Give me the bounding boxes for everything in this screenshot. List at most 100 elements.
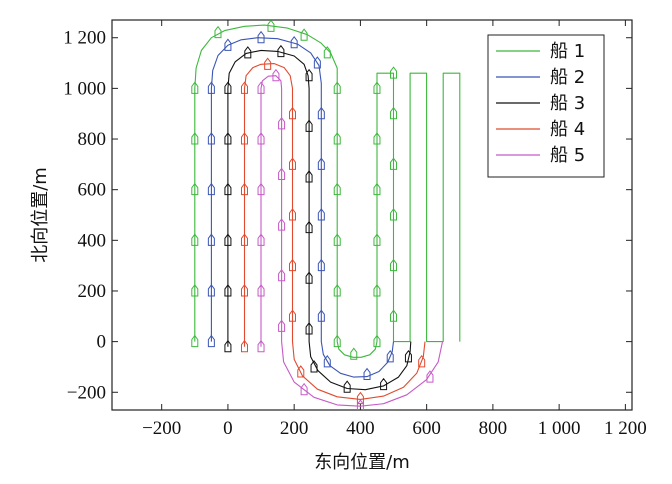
ship-marker-4 (240, 81, 248, 94)
ship-marker-3 (305, 170, 313, 183)
ship-marker-3 (343, 380, 351, 393)
x-tick-label: 1 000 (538, 418, 581, 439)
y-tick-label: 1 000 (63, 78, 106, 99)
ship-marker-3 (305, 68, 313, 82)
ship-marker-2 (207, 284, 215, 297)
y-tick-label: 0 (97, 332, 107, 353)
series-line-ship-4 (243, 63, 426, 400)
y-axis-label: 北向位置/m (30, 167, 51, 263)
x-tick-label: 1 200 (604, 418, 647, 439)
legend-label-ship-4: 船 4 (550, 119, 585, 140)
ship-marker-1 (373, 334, 381, 348)
ship-marker-3 (380, 377, 388, 391)
ship-marker-1 (373, 132, 381, 145)
ship-marker-2 (313, 56, 321, 69)
ship-marker-1 (333, 233, 341, 246)
ship-marker-4 (240, 284, 248, 297)
ship-marker-4 (240, 339, 248, 353)
x-axis-label: 东向位置/m (314, 452, 410, 473)
ship-marker-3 (305, 220, 313, 234)
ship-marker-3 (310, 360, 318, 373)
ship-marker-2 (386, 349, 394, 363)
ship-marker-1 (390, 258, 398, 272)
legend-label-ship-5: 船 5 (550, 145, 585, 166)
legend-label-ship-3: 船 3 (550, 93, 585, 114)
ship-marker-5 (257, 81, 265, 94)
ship-marker-5 (278, 218, 286, 231)
ship-marker-3 (224, 233, 232, 246)
y-tick-label: 1 200 (63, 28, 106, 49)
ship-marker-5 (257, 284, 265, 297)
ship-marker-2 (207, 334, 215, 348)
x-tick-label: −200 (142, 418, 181, 439)
ship-marker-3 (305, 322, 313, 335)
ship-marker-2 (317, 106, 325, 120)
ship-marker-1 (350, 347, 358, 360)
ship-marker-4 (240, 233, 248, 246)
series-line-ship-2 (210, 37, 395, 378)
ship-marker-1 (191, 284, 199, 297)
ship-marker-1 (390, 106, 398, 120)
ship-marker-2 (207, 81, 215, 94)
ship-marker-5 (426, 370, 434, 383)
ship-marker-1 (191, 233, 199, 246)
ship-marker-2 (317, 208, 325, 221)
y-tick-label: 800 (78, 129, 107, 150)
ship-marker-2 (317, 309, 325, 322)
ship-marker-1 (333, 334, 341, 348)
ship-marker-1 (214, 25, 222, 39)
legend-label-ship-2: 船 2 (550, 67, 585, 88)
ship-marker-2 (363, 367, 371, 381)
ship-marker-5 (257, 182, 265, 196)
ship-marker-2 (317, 157, 325, 170)
ship-marker-1 (333, 182, 341, 196)
ship-marker-4 (297, 365, 305, 378)
ship-marker-5 (278, 319, 286, 332)
ship-marker-5 (278, 167, 286, 180)
ship-marker-4 (418, 355, 426, 368)
series-group (191, 20, 461, 410)
ship-marker-4 (289, 208, 297, 221)
y-tick-label: 200 (78, 281, 107, 302)
ship-marker-1 (390, 208, 398, 221)
ship-marker-5 (257, 132, 265, 145)
ship-marker-4 (240, 182, 248, 196)
ship-marker-3 (224, 182, 232, 196)
ship-marker-3 (305, 119, 313, 132)
ship-marker-4 (264, 57, 272, 70)
ship-marker-1 (333, 284, 341, 297)
ship-marker-2 (317, 258, 325, 272)
ship-marker-1 (191, 81, 199, 94)
ship-marker-5 (272, 68, 280, 82)
ship-marker-3 (244, 46, 252, 59)
ship-marker-4 (289, 106, 297, 120)
ship-marker-1 (390, 157, 398, 170)
ship-marker-3 (305, 271, 313, 284)
series-line-ship-1 (194, 24, 461, 358)
ship-marker-3 (404, 349, 412, 363)
x-tick-label: 400 (346, 418, 375, 439)
x-tick-label: 800 (479, 418, 508, 439)
x-tick-label: 0 (223, 418, 233, 439)
ship-marker-5 (278, 268, 286, 282)
ship-marker-2 (207, 132, 215, 145)
ship-marker-5 (278, 116, 286, 130)
ship-marker-4 (356, 391, 364, 405)
ship-marker-1 (373, 81, 381, 94)
ship-marker-2 (207, 182, 215, 196)
ship-marker-1 (191, 182, 199, 196)
ship-marker-2 (207, 233, 215, 246)
ship-marker-1 (390, 309, 398, 322)
ship-marker-1 (373, 284, 381, 297)
ship-marker-4 (289, 258, 297, 272)
ship-marker-3 (224, 132, 232, 145)
ship-marker-1 (323, 46, 331, 59)
ship-marker-1 (373, 182, 381, 196)
ship-marker-2 (224, 38, 232, 51)
ship-marker-1 (191, 132, 199, 145)
ship-marker-3 (224, 339, 232, 353)
ship-marker-2 (323, 355, 331, 368)
ship-marker-2 (257, 30, 265, 44)
